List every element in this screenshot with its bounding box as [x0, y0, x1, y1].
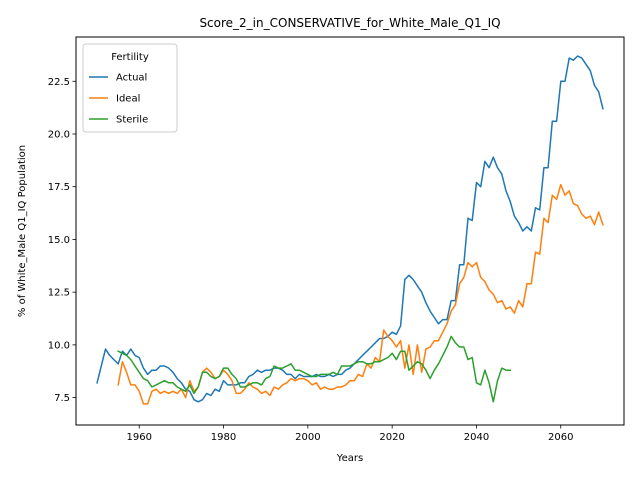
y-tick-label: 20.0	[48, 130, 70, 141]
y-axis: 7.5 10.0 12.5 15.0 17.5 20.0 22.5	[48, 77, 76, 404]
y-tick-label: 15.0	[48, 235, 70, 246]
y-axis-label: % of White_Male Q1_IQ Population	[17, 145, 28, 317]
x-tick-label: 2040	[464, 432, 489, 443]
y-tick-label: 17.5	[48, 182, 70, 193]
y-tick-label: 12.5	[48, 288, 70, 299]
legend-box	[82, 43, 178, 133]
series-lines	[96, 55, 604, 405]
x-tick-label: 2020	[379, 432, 404, 443]
x-tick-label: 1980	[211, 432, 236, 443]
legend-label-actual: Actual	[116, 73, 147, 84]
series-line-actual	[96, 55, 604, 403]
legend-label-sterile: Sterile	[116, 115, 148, 126]
plot-area	[75, 36, 625, 426]
y-tick-label: 22.5	[48, 77, 70, 88]
x-tick-label: 2060	[548, 432, 573, 443]
legend-entries: Actual Ideal Sterile	[89, 73, 148, 126]
legend: Fertility Actual Ideal Sterile	[82, 43, 178, 133]
plot-frame	[75, 36, 625, 426]
x-axis-label: Years	[336, 453, 363, 464]
series-line-sterile	[117, 335, 511, 403]
x-tick-label: 1960	[127, 432, 152, 443]
x-tick-label: 2000	[295, 432, 320, 443]
y-tick-label: 7.5	[54, 393, 70, 404]
y-tick-label: 10.0	[48, 340, 70, 351]
chart-title: Score_2_in_CONSERVATIVE_for_White_Male_Q…	[199, 16, 500, 30]
x-axis: 1960 1980 2000 2020 2040 2060	[127, 425, 573, 443]
legend-label-ideal: Ideal	[116, 94, 140, 105]
legend-title: Fertility	[111, 52, 149, 63]
